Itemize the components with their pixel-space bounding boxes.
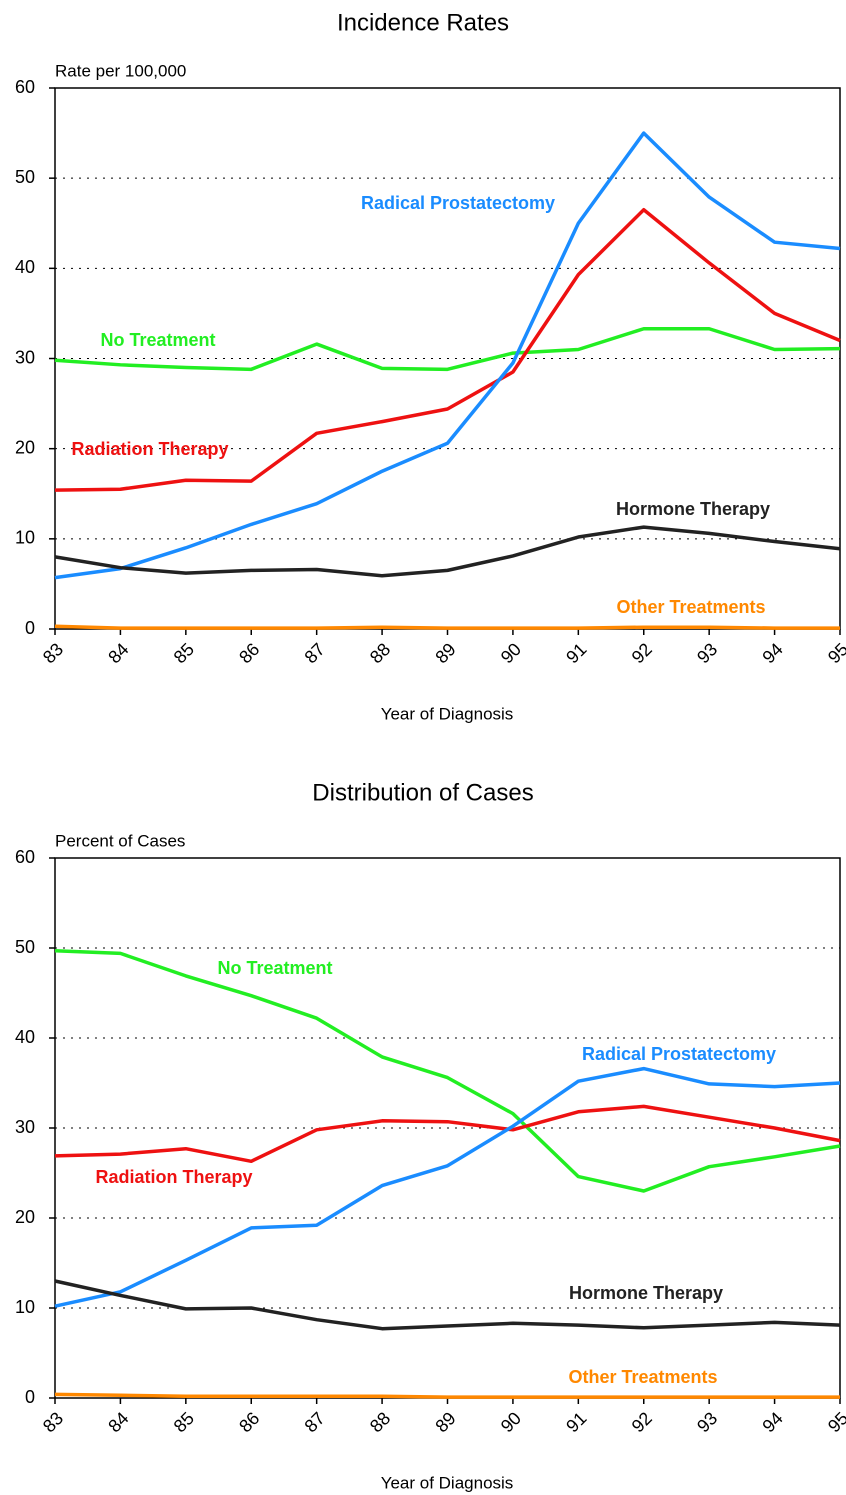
series-label: Radiation Therapy — [71, 439, 228, 459]
series-label: No Treatment — [217, 958, 332, 978]
x-tick-label: 87 — [301, 1408, 329, 1436]
series-label: Radical Prostatectomy — [361, 193, 555, 213]
y-axis-label: Rate per 100,000 — [55, 61, 186, 80]
series-line — [54, 525, 841, 578]
y-tick-label: 10 — [15, 1297, 35, 1317]
y-tick-label: 20 — [15, 437, 35, 457]
y-tick-label: 50 — [15, 167, 35, 187]
x-tick-label: 95 — [824, 1408, 846, 1436]
x-tick-label: 90 — [497, 639, 525, 667]
x-tick-label: 86 — [235, 639, 263, 667]
y-axis-label: Percent of Cases — [55, 831, 185, 850]
x-tick-label: 93 — [693, 639, 721, 667]
series-label: Other Treatments — [616, 597, 765, 617]
x-tick-label: 92 — [628, 639, 656, 667]
x-tick-label: 94 — [758, 1408, 786, 1436]
x-tick-label: 86 — [235, 1408, 263, 1436]
y-tick-label: 0 — [25, 618, 35, 638]
series-label: Hormone Therapy — [616, 499, 770, 519]
x-tick-label: 83 — [39, 1408, 67, 1436]
x-tick-label: 85 — [170, 639, 198, 667]
x-axis-label: Year of Diagnosis — [381, 704, 514, 723]
y-tick-label: 60 — [15, 77, 35, 97]
x-tick-label: 87 — [301, 639, 329, 667]
x-tick-label: 83 — [39, 639, 67, 667]
chart-title: Incidence Rates — [337, 9, 509, 36]
x-tick-label: 88 — [366, 639, 394, 667]
series-line — [54, 207, 841, 492]
y-tick-label: 40 — [15, 1027, 35, 1047]
x-tick-label: 90 — [497, 1408, 525, 1436]
x-tick-label: 89 — [431, 639, 459, 667]
x-tick-label: 89 — [431, 1408, 459, 1436]
series-line — [54, 1392, 840, 1399]
series-label: No Treatment — [100, 330, 215, 350]
x-tick-label: 91 — [562, 639, 590, 667]
series-label: Radiation Therapy — [95, 1167, 252, 1187]
y-tick-label: 0 — [25, 1387, 35, 1407]
series-label: Radical Prostatectomy — [582, 1044, 776, 1064]
y-tick-label: 30 — [15, 1117, 35, 1137]
y-tick-label: 10 — [15, 528, 35, 548]
x-tick-label: 84 — [104, 639, 132, 667]
series-line — [54, 1279, 841, 1331]
y-tick-label: 60 — [15, 847, 35, 867]
x-tick-label: 88 — [366, 1408, 394, 1436]
x-tick-label: 91 — [562, 1408, 590, 1436]
series-line — [54, 131, 841, 580]
series-line — [54, 948, 841, 1193]
x-tick-label: 85 — [170, 1408, 198, 1436]
y-tick-label: 20 — [15, 1207, 35, 1227]
y-tick-label: 30 — [15, 347, 35, 367]
x-axis-label: Year of Diagnosis — [381, 1473, 514, 1492]
y-tick-label: 40 — [15, 257, 35, 277]
series-line — [54, 326, 841, 372]
x-tick-label: 94 — [758, 639, 786, 667]
series-line — [54, 624, 840, 630]
series-label: Hormone Therapy — [569, 1283, 723, 1303]
x-tick-label: 84 — [104, 1408, 132, 1436]
chart-title: Distribution of Cases — [312, 779, 533, 806]
x-tick-label: 93 — [693, 1408, 721, 1436]
x-tick-label: 95 — [824, 639, 846, 667]
series-line — [54, 1104, 841, 1164]
y-tick-label: 50 — [15, 937, 35, 957]
series-label: Other Treatments — [568, 1367, 717, 1387]
x-tick-label: 92 — [628, 1408, 656, 1436]
series-line — [54, 1066, 841, 1308]
